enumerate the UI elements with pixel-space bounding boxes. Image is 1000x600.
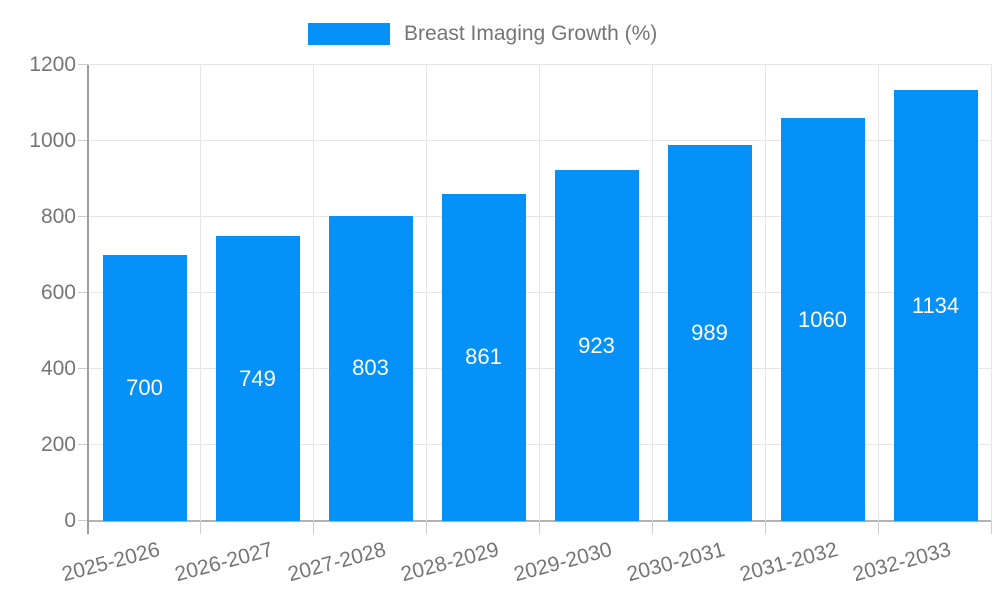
bar[interactable] — [667, 145, 752, 521]
y-tick-label: 200 — [40, 433, 76, 456]
x-tick-label: 2028-2029 — [398, 538, 502, 587]
x-tick-label: 2025-2026 — [59, 538, 163, 587]
bar-value-label: 749 — [239, 365, 276, 391]
y-tick-label: 1000 — [29, 129, 76, 152]
bar-value-label: 989 — [691, 320, 728, 346]
v-gridline — [652, 65, 653, 521]
bar-value-label: 803 — [352, 355, 389, 381]
x-tick-label: 2032-2033 — [850, 538, 954, 587]
x-tick-label: 2027-2028 — [285, 538, 389, 587]
bar[interactable] — [102, 255, 187, 521]
x-tick — [878, 521, 879, 534]
bar-value-label: 861 — [465, 344, 502, 370]
bar[interactable] — [780, 118, 865, 521]
x-tick-label: 2031-2032 — [737, 538, 841, 587]
h-gridline — [88, 444, 992, 445]
v-gridline — [539, 65, 540, 521]
bar-value-label: 1060 — [798, 306, 847, 332]
h-gridline — [88, 292, 992, 293]
x-axis-baseline — [88, 520, 992, 522]
y-tick-label: 800 — [40, 205, 76, 228]
bar[interactable] — [893, 90, 978, 521]
y-tick-label: 600 — [40, 281, 76, 304]
bar-value-label: 1134 — [911, 292, 960, 318]
v-gridline — [765, 65, 766, 521]
x-tick-label: 2029-2030 — [511, 538, 615, 587]
v-gridline — [313, 65, 314, 521]
legend-swatch[interactable] — [308, 23, 390, 45]
x-tick — [765, 521, 766, 534]
bar[interactable] — [554, 170, 639, 521]
y-tick-label: 0 — [64, 509, 76, 532]
legend[interactable]: Breast Imaging Growth (%) — [308, 21, 657, 47]
v-gridline — [991, 65, 992, 521]
y-tick — [78, 520, 88, 521]
x-tick — [991, 521, 992, 534]
v-gridline — [878, 65, 879, 521]
y-tick-label: 400 — [40, 357, 76, 380]
y-axis-line — [87, 65, 89, 534]
h-gridline — [88, 368, 992, 369]
bar[interactable] — [215, 236, 300, 521]
bar[interactable] — [441, 193, 526, 521]
legend-label: Breast Imaging Growth (%) — [404, 22, 658, 45]
bar-value-label: 923 — [578, 332, 615, 358]
bar[interactable] — [328, 215, 413, 521]
x-tick — [200, 521, 201, 534]
y-tick-label: 1200 — [29, 53, 76, 76]
y-tick — [78, 140, 88, 141]
y-tick — [78, 368, 88, 369]
y-tick — [78, 292, 88, 293]
h-gridline — [88, 216, 992, 217]
x-tick-label: 2030-2031 — [624, 538, 728, 587]
y-tick — [78, 216, 88, 217]
x-tick — [652, 521, 653, 534]
x-tick — [313, 521, 314, 534]
v-gridline — [426, 65, 427, 521]
x-tick-label: 2026-2027 — [172, 538, 276, 587]
y-tick — [78, 64, 88, 65]
v-gridline — [200, 65, 201, 521]
x-tick — [426, 521, 427, 534]
bar-value-label: 700 — [126, 375, 163, 400]
y-tick — [78, 444, 88, 445]
h-gridline — [88, 64, 992, 65]
h-gridline — [88, 140, 992, 141]
x-tick — [539, 521, 540, 534]
